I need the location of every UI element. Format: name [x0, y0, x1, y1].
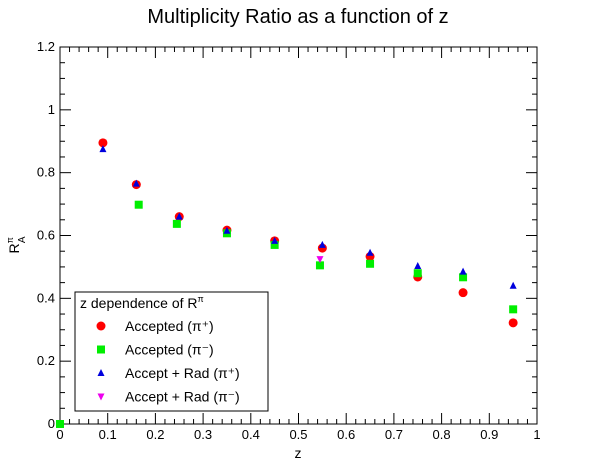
data-markers [56, 138, 518, 428]
data-point [270, 240, 279, 249]
x-tick-label: 0.7 [385, 427, 403, 442]
legend-label: Accepted (π⁺) [125, 318, 214, 334]
legend-entries: Accepted (π⁺) Accepted (π⁻) Accept + Rad (… [96, 318, 240, 405]
legend-label: Accepted (π⁻) [125, 342, 214, 358]
data-point [134, 200, 143, 209]
legend-marker-triangle-down [97, 393, 105, 401]
y-tick-label: 0.6 [37, 228, 55, 243]
x-tick-label: 0.1 [99, 427, 117, 442]
legend: z dependence of Rπ Accepted (π⁺)Accepted… [74, 291, 269, 412]
legend-marker-triangle-up [97, 369, 105, 376]
data-point [366, 259, 375, 268]
data-point [98, 138, 108, 148]
data-point [318, 240, 326, 248]
data-point [509, 305, 518, 314]
y-axis-title-superscript: π [5, 237, 15, 243]
series-triangle-up-points [99, 145, 517, 289]
legend-header-text: z dependence of R [80, 295, 198, 311]
data-point [56, 420, 64, 428]
x-tick-label: 0.9 [480, 427, 498, 442]
data-point [316, 256, 324, 264]
data-point [223, 226, 231, 234]
data-point [175, 212, 183, 220]
y-tick-label: 1 [48, 102, 55, 117]
data-point [271, 236, 279, 244]
x-tick-label: 0.5 [289, 427, 307, 442]
series-triangle-down-points [316, 256, 324, 264]
y-tick-label: 1.2 [37, 39, 55, 54]
y-tick-label: 0.4 [37, 290, 55, 305]
x-axis-ticks: 0 0.1 0.2 0.3 0.4 0.5 0.6 0.7 0.8 0.9 1 [56, 47, 541, 442]
data-point [459, 273, 468, 282]
y-tick-label: 0 [48, 416, 55, 431]
data-point [509, 281, 517, 289]
x-axis-title: z [295, 445, 302, 461]
legend-marker-square [97, 345, 105, 354]
x-tick-label: 0.4 [242, 427, 260, 442]
data-point [413, 269, 422, 278]
legend-label: Accept + Rad (π⁺) [125, 365, 240, 381]
legend-marker-circle [96, 321, 106, 331]
data-point [366, 248, 374, 256]
y-tick-label: 0.8 [37, 165, 55, 180]
data-point [315, 261, 324, 270]
legend-box [74, 291, 269, 412]
data-point [172, 219, 181, 228]
x-tick-label: 0 [56, 427, 63, 442]
data-point [458, 288, 468, 298]
legend-header: z dependence of Rπ [80, 294, 204, 311]
legend-label: Accept + Rad (π⁻) [125, 389, 240, 405]
x-tick-label: 1 [533, 427, 540, 442]
data-point [459, 267, 467, 275]
data-point [508, 318, 518, 328]
x-tick-label: 0.6 [337, 427, 355, 442]
data-point [132, 179, 140, 187]
x-tick-label: 0.2 [146, 427, 164, 442]
chart-title: Multiplicity Ratio as a function of z [147, 6, 448, 28]
x-tick-label: 0.8 [433, 427, 451, 442]
y-tick-label: 0.2 [37, 353, 55, 368]
x-tick-label: 0.3 [194, 427, 212, 442]
legend-header-superscript: π [198, 294, 204, 304]
y-axis-title-subscript: A [17, 236, 28, 243]
data-point [414, 261, 422, 269]
data-point [99, 145, 107, 153]
y-axis-title-main: R [6, 243, 22, 253]
y-axis-title: Rπ A [5, 236, 28, 253]
